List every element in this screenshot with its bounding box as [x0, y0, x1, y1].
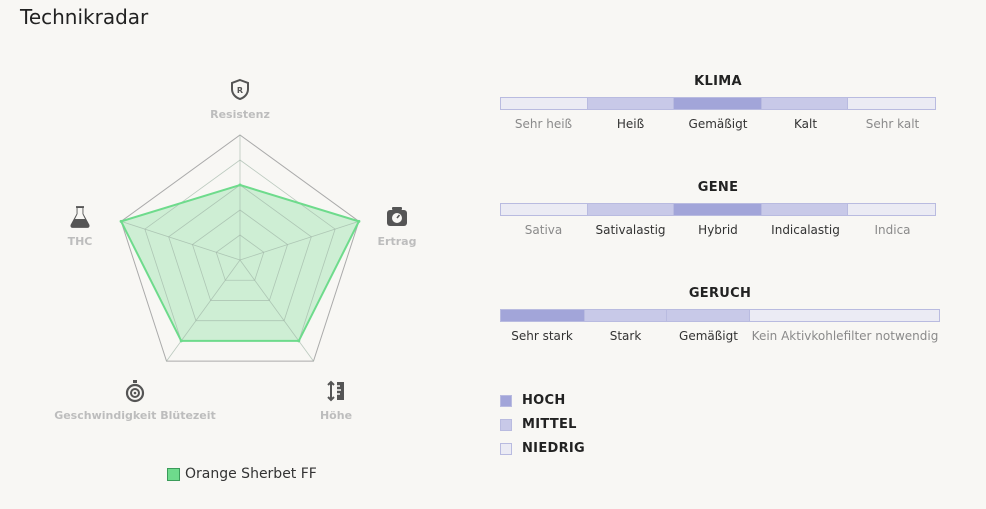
scale-segment-label: Stark	[609, 329, 642, 343]
scale-segment	[501, 204, 588, 215]
grid-ring	[120, 134, 360, 362]
stopwatch-icon	[123, 379, 147, 403]
scale-bar	[500, 309, 940, 322]
axis-label: Geschwindigkeit Blütezeit	[54, 409, 216, 422]
key-swatch	[500, 442, 512, 455]
shield-r-icon: R	[228, 78, 252, 102]
grid-spoke	[166, 259, 241, 362]
scale-segment	[501, 310, 585, 321]
scale-segment-label: Sehr kalt	[865, 117, 920, 131]
scale-title: KLIMA	[694, 74, 742, 89]
scale-segment	[848, 98, 936, 109]
scale-segment-label: Sehr heiß	[514, 117, 573, 131]
scale-klima: KLIMA Sehr heiß Heiß Gemäßigt Kalt Sehr kalt	[500, 74, 936, 131]
legend-label: Orange Sherbet FF	[185, 466, 317, 482]
grid-ring	[168, 184, 312, 322]
scale-segment	[584, 310, 668, 321]
scale-segment	[674, 98, 762, 109]
scale-segment	[761, 98, 849, 109]
scale-title: GENE	[697, 180, 739, 195]
series-point	[179, 339, 183, 343]
radar-legend-item[interactable]: Orange Sherbet FF	[167, 466, 317, 482]
scale-bar	[500, 203, 936, 216]
series-point	[119, 219, 123, 223]
scale-segment	[749, 310, 939, 321]
scale-gene: GENE Sativa Sativalastig Hybrid Indicalastig…	[500, 180, 936, 237]
grid-ring	[191, 209, 289, 301]
scale-labels: Sehr heiß Heiß Gemäßigt Kalt Sehr kalt	[500, 117, 936, 131]
scale-title: GERUCH	[688, 286, 752, 301]
scale-segment-label: Heiß	[616, 117, 645, 131]
axis-label: Resistenz	[210, 108, 270, 121]
key-label: NIEDRIG	[522, 441, 586, 456]
key-item-niedrig: NIEDRIG	[500, 441, 585, 456]
axis-label: Ertrag	[377, 235, 417, 248]
svg-text:R: R	[237, 86, 243, 95]
scale-segment-label: Kalt	[793, 117, 818, 131]
scale-segment-label: Indica	[874, 223, 911, 237]
scale-segment-label: Sativa	[524, 223, 563, 237]
scale-segment	[667, 310, 750, 321]
grid-ring	[215, 234, 265, 281]
scale-segment-label: Sehr stark	[511, 329, 573, 343]
series-line	[119, 183, 361, 342]
scale-segment-label: Sativalastig	[595, 223, 666, 237]
series-point	[238, 183, 242, 187]
scale-labels: Sehr stark Stark Gemäßigt Kein Aktivkohlefi…	[500, 329, 940, 343]
series-point	[357, 219, 361, 223]
scale-segment	[848, 204, 936, 215]
flask-icon	[68, 205, 92, 229]
scale-segment	[761, 204, 849, 215]
radar-chart	[119, 134, 361, 362]
key-label: HOCH	[522, 393, 566, 408]
series-point	[297, 339, 301, 343]
scale-segment-label: Indicalastig	[771, 223, 840, 237]
grid-spoke	[239, 259, 314, 362]
axis-label: Höhe	[319, 409, 353, 422]
scale-segment-label: Gemäßigt	[679, 329, 738, 343]
key-swatch	[500, 418, 512, 431]
page-title: Technikradar	[20, 5, 149, 29]
grid-spoke	[239, 220, 360, 261]
scale-labels: Sativa Sativalastig Hybrid Indicalastig Indi…	[500, 223, 936, 237]
scale-segment	[674, 204, 762, 215]
key-label: MITTEL	[522, 417, 577, 432]
scale-segment-label: Gemäßigt	[688, 117, 748, 131]
axis-label: THC	[67, 235, 93, 248]
key-item-mittel: MITTEL	[500, 417, 577, 432]
scale-geruch: GERUCH Sehr stark Stark Gemäßigt Kein Aktivk…	[500, 286, 940, 343]
scale-segment	[587, 98, 675, 109]
scale-segment-label: Hybrid	[698, 223, 738, 237]
scale-segment	[501, 98, 588, 109]
scale-icon	[385, 205, 409, 229]
legend-swatch	[167, 467, 180, 481]
series-area	[121, 185, 359, 341]
scale-segment-label: Kein Aktivkohlefilter notwendig	[751, 329, 939, 343]
key-item-hoch: HOCH	[500, 393, 566, 408]
grid-spoke	[120, 220, 241, 261]
key-swatch	[500, 394, 512, 407]
scale-bar	[500, 97, 936, 110]
scale-segment	[587, 204, 675, 215]
height-ruler-icon	[324, 379, 348, 403]
